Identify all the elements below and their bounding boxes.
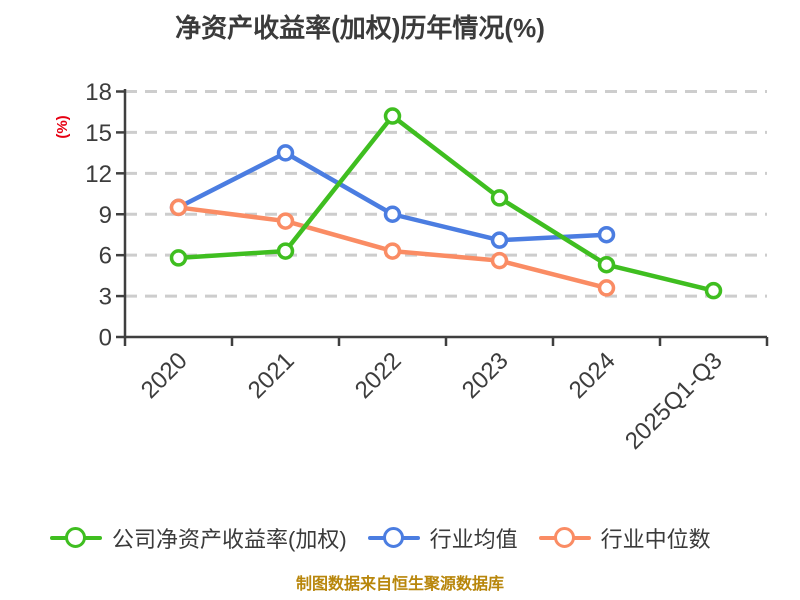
- line-chart-plot: 0 3 6 9 12 15 18 2020 2021 2022 2023 2024 2025Q1-Q3: [85, 79, 769, 455]
- y-tick-label: 9: [99, 202, 112, 229]
- y-tick-label: 15: [85, 120, 112, 147]
- legend-label-industry-avg: 行业均值: [429, 527, 518, 552]
- legend-marker-industry-median-icon: [538, 526, 591, 550]
- y-tick-label: 18: [85, 79, 112, 106]
- legend-item-company: 公司净资产收益率(加权): [50, 522, 347, 554]
- x-tick-label: 2024: [564, 347, 621, 404]
- series-marker-industry-median: [597, 279, 616, 297]
- y-tick-label: 6: [99, 243, 112, 270]
- data-source-note: 制图数据来自恒生聚源数据库: [295, 576, 504, 593]
- legend-item-industry-median: 行业中位数: [538, 522, 711, 554]
- legend-marker-industry-avg-icon: [367, 526, 420, 550]
- series-marker-industry-median: [490, 251, 509, 270]
- series-marker-industry-median: [169, 198, 188, 217]
- y-tick-label: 3: [99, 284, 112, 311]
- series-marker-company: [383, 107, 402, 125]
- series-marker-industry-avg: [490, 231, 509, 249]
- series-line-company: [176, 113, 716, 293]
- series-marker-company: [704, 281, 723, 300]
- chart-title: 净资产收益率(加权)历年情况(%): [175, 13, 545, 43]
- x-tick-label: 2022: [350, 347, 407, 404]
- x-tick-label: 2021: [243, 347, 300, 404]
- series-marker-industry-avg: [383, 205, 402, 223]
- series-marker-company: [597, 255, 616, 274]
- series-marker-company: [169, 249, 188, 267]
- x-tick-label: 2025Q1-Q3: [620, 347, 728, 455]
- series-marker-industry-avg: [597, 225, 616, 244]
- series-marker-company: [490, 189, 509, 207]
- legend-label-company: 公司净资产收益率(加权): [112, 527, 347, 552]
- legend-label-industry-median: 行业中位数: [600, 527, 711, 552]
- series-marker-company: [276, 242, 295, 260]
- series-marker-industry-median: [383, 242, 402, 260]
- legend-marker-company-icon: [50, 526, 102, 550]
- legend: 公司净资产收益率(加权) 行业均值 行业中位数: [50, 523, 711, 553]
- x-tick-label: 2023: [457, 347, 514, 404]
- legend-item-industry-avg: 行业均值: [367, 522, 518, 554]
- y-tick-label: 0: [99, 325, 112, 352]
- x-tick-label: 2020: [136, 347, 193, 404]
- series-marker-industry-avg: [276, 144, 295, 162]
- series-marker-industry-median: [276, 212, 295, 230]
- y-tick-label: 12: [85, 161, 112, 188]
